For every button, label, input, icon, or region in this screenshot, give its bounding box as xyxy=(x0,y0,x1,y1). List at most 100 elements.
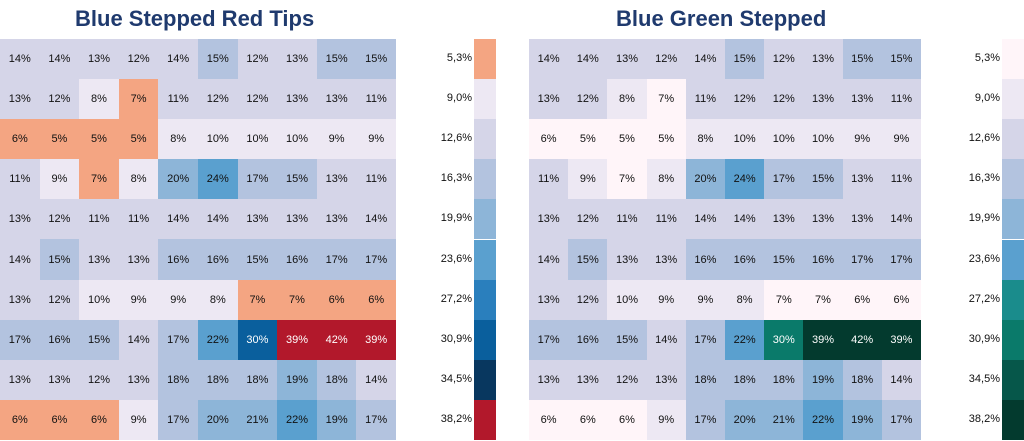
heatmap-cell: 13% xyxy=(646,239,686,280)
legend-swatch xyxy=(1002,279,1024,320)
heatmap-cell: 17% xyxy=(881,399,921,440)
heatmap-cell: 7% xyxy=(79,159,119,200)
heatmap-cell: 8% xyxy=(685,119,725,160)
heatmap-cell: 16% xyxy=(158,239,198,280)
heatmap-cell: 13% xyxy=(842,199,882,240)
heatmap-cell: 8% xyxy=(607,79,647,120)
heatmap-cell: 18% xyxy=(316,359,357,400)
heatmap-cell: 15% xyxy=(725,39,765,80)
heatmap-cell: 17% xyxy=(764,159,804,200)
heatmap-cell: 13% xyxy=(277,39,317,80)
heatmap-cell: 13% xyxy=(316,79,357,120)
heatmap-cell: 17% xyxy=(881,239,921,280)
legend-label: 30,9% xyxy=(968,332,1000,345)
heatmap-cell: 12% xyxy=(79,359,119,400)
heatmap-cell: 12% xyxy=(39,79,80,120)
heatmap-cell: 42% xyxy=(842,319,882,360)
heatmap-cell: 15% xyxy=(277,159,317,200)
legend-label: 34,5% xyxy=(968,372,1000,385)
legend-label: 5,3% xyxy=(974,52,1000,65)
heatmap-cell: 17% xyxy=(356,399,396,440)
heatmap-cell: 9% xyxy=(568,159,608,200)
legend-swatch xyxy=(1002,319,1024,360)
heatmap-cell: 6% xyxy=(0,119,40,160)
heatmap-cell: 11% xyxy=(685,79,725,120)
heatmap-cell: 7% xyxy=(237,279,278,320)
heatmap-cell: 11% xyxy=(356,159,396,200)
heatmap-cell: 14% xyxy=(197,199,238,240)
heatmap-cell: 13% xyxy=(803,199,843,240)
heatmap-cell: 20% xyxy=(158,159,198,200)
heatmap-cell: 15% xyxy=(881,39,921,80)
heatmap-cell: 9% xyxy=(685,279,725,320)
heatmap-cell: 10% xyxy=(607,279,647,320)
heatmap-cell: 13% xyxy=(118,359,159,400)
legend-swatch xyxy=(474,79,496,120)
heatmap-cell: 9% xyxy=(842,119,882,160)
heatmap-cell: 18% xyxy=(764,359,804,400)
heatmap-cell: 18% xyxy=(685,359,725,400)
heatmap-cell: 17% xyxy=(529,319,569,360)
heatmap-cell: 6% xyxy=(607,399,647,440)
heatmap-grid: 14% 14% 13% 12% 14% 15% 12% 13% 15% 15% 13% 12% 8% 7%… xyxy=(529,39,921,440)
heatmap-cell: 5% xyxy=(646,119,686,160)
heatmap-cell: 13% xyxy=(39,359,80,400)
heatmap-cell: 10% xyxy=(277,119,317,160)
heatmap-cell: 13% xyxy=(79,39,119,80)
heatmap-cell: 6% xyxy=(529,119,569,160)
heatmap-cell: 14% xyxy=(881,199,921,240)
heatmap-cell: 6% xyxy=(79,399,119,440)
heatmap-cell: 14% xyxy=(685,199,725,240)
heatmap-cell: 11% xyxy=(158,79,198,120)
heatmap-cell: 13% xyxy=(529,359,569,400)
heatmap-cell: 24% xyxy=(197,159,238,200)
heatmap-cell: 11% xyxy=(529,159,569,200)
heatmap-cell: 17% xyxy=(685,319,725,360)
heatmap-cell: 13% xyxy=(0,79,40,120)
heatmap-cell: 17% xyxy=(158,399,198,440)
heatmap-cell: 11% xyxy=(646,199,686,240)
heatmap-cell: 19% xyxy=(803,359,843,400)
heatmap-cell: 17% xyxy=(316,239,357,280)
heatmap-cell: 15% xyxy=(79,319,119,360)
heatmap-cell: 9% xyxy=(118,399,159,440)
legend-label: 27,2% xyxy=(440,292,472,305)
heatmap-cell: 20% xyxy=(197,399,238,440)
heatmap-cell: 13% xyxy=(568,359,608,400)
legend-swatch xyxy=(1002,199,1024,240)
heatmap-cell: 9% xyxy=(646,399,686,440)
legend-label: 9,0% xyxy=(446,92,472,105)
heatmap-cell: 14% xyxy=(529,239,569,280)
heatmap-cell: 20% xyxy=(725,399,765,440)
heatmap-cell: 14% xyxy=(0,239,40,280)
legend-swatch xyxy=(1002,39,1024,80)
heatmap-cell: 9% xyxy=(316,119,357,160)
heatmap-cell: 13% xyxy=(607,239,647,280)
heatmap-cell: 15% xyxy=(803,159,843,200)
heatmap-cell: 15% xyxy=(197,39,238,80)
heatmap-cell: 6% xyxy=(356,279,396,320)
heatmap-cell: 13% xyxy=(803,79,843,120)
heatmap-cell: 17% xyxy=(158,319,198,360)
heatmap-cell: 9% xyxy=(118,279,159,320)
heatmap-cell: 13% xyxy=(764,199,804,240)
heatmap-cell: 13% xyxy=(529,279,569,320)
legend-swatch xyxy=(1002,159,1024,200)
heatmap-cell: 14% xyxy=(158,39,198,80)
legend-label: 38,2% xyxy=(968,412,1000,425)
heatmap-cell: 30% xyxy=(237,319,278,360)
heatmap-cell: 15% xyxy=(39,239,80,280)
legend-label: 38,2% xyxy=(440,412,472,425)
heatmap-cell: 18% xyxy=(197,359,238,400)
chart-title: Blue Stepped Red Tips xyxy=(75,6,315,31)
heatmap-cell: 30% xyxy=(764,319,804,360)
legend-swatch xyxy=(1002,359,1024,400)
heatmap-cell: 21% xyxy=(237,399,278,440)
heatmap-cell: 15% xyxy=(237,239,278,280)
heatmap-cell: 6% xyxy=(0,399,40,440)
heatmap-cell: 13% xyxy=(529,79,569,120)
heatmap-cell: 14% xyxy=(725,199,765,240)
legend-swatch xyxy=(474,359,496,400)
heatmap-cell: 16% xyxy=(725,239,765,280)
heatmap-cell: 9% xyxy=(158,279,198,320)
